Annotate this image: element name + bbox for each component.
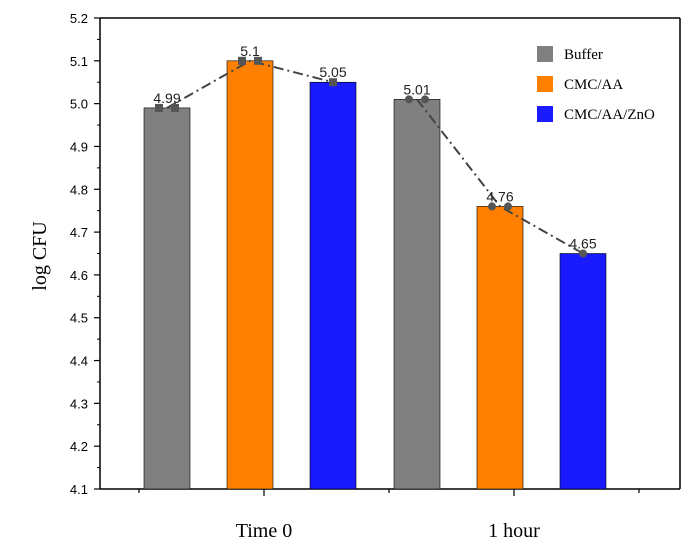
y-tick-label: 4.6 [70,268,88,283]
bar [226,60,274,490]
trend-marker [329,78,337,87]
axes: 4.1 4.2 4.3 4.4 4.5 4.6 4.7 4.8 4.9 5.0 5.1 5.2 Time… [70,11,681,542]
legend-label: CMC/AA [564,77,623,93]
trend-lines [155,56,587,258]
y-tick-label: 4.3 [70,396,88,411]
y-tick-label: 4.2 [70,439,88,454]
data-label: 5.05 [319,64,346,80]
bars [143,60,607,490]
y-tick-label: 5.0 [70,97,88,112]
legend: Buffer CMC/AA CMC/AA/ZnO [537,46,655,123]
x-category-label: 1 hour [488,520,540,542]
trend-marker [421,95,429,104]
trend-marker [579,249,587,258]
bar [393,99,441,490]
bar [309,81,357,490]
bar [476,206,524,490]
data-labels: 4.99 5.1 5.05 5.01 4.76 4.65 [153,43,596,252]
data-label: 4.99 [153,90,180,106]
legend-label: CMC/AA/ZnO [564,107,655,123]
y-tick-label: 4.8 [70,182,88,197]
trend-line [166,59,334,109]
trend-line [416,98,584,255]
y-tick-label: 4.1 [70,482,88,497]
trend-marker [155,103,163,112]
trend-marker [254,56,262,65]
trend-marker [488,202,496,211]
trend-marker [405,95,413,104]
legend-swatch [537,76,553,92]
y-tick-label: 4.5 [70,311,88,326]
y-axis-title: log CFU [29,221,51,291]
legend-swatch [537,46,553,62]
data-label: 4.76 [486,188,513,204]
y-tick-label: 5.2 [70,11,88,26]
y-tick-label: 4.9 [70,139,88,154]
y-tick-label: 5.1 [70,54,88,69]
bar [559,253,607,490]
data-label: 5.01 [403,81,430,97]
trend-marker [504,202,512,211]
bar [143,107,191,490]
trend-marker [238,56,246,65]
data-label: 5.1 [240,43,260,59]
legend-swatch [537,106,553,122]
data-label: 4.65 [569,236,596,252]
trend-marker [171,103,179,112]
y-tick-label: 4.7 [70,225,88,240]
y-tick-label: 4.4 [70,354,88,369]
x-category-label: Time 0 [236,520,293,542]
legend-label: Buffer [564,47,603,63]
